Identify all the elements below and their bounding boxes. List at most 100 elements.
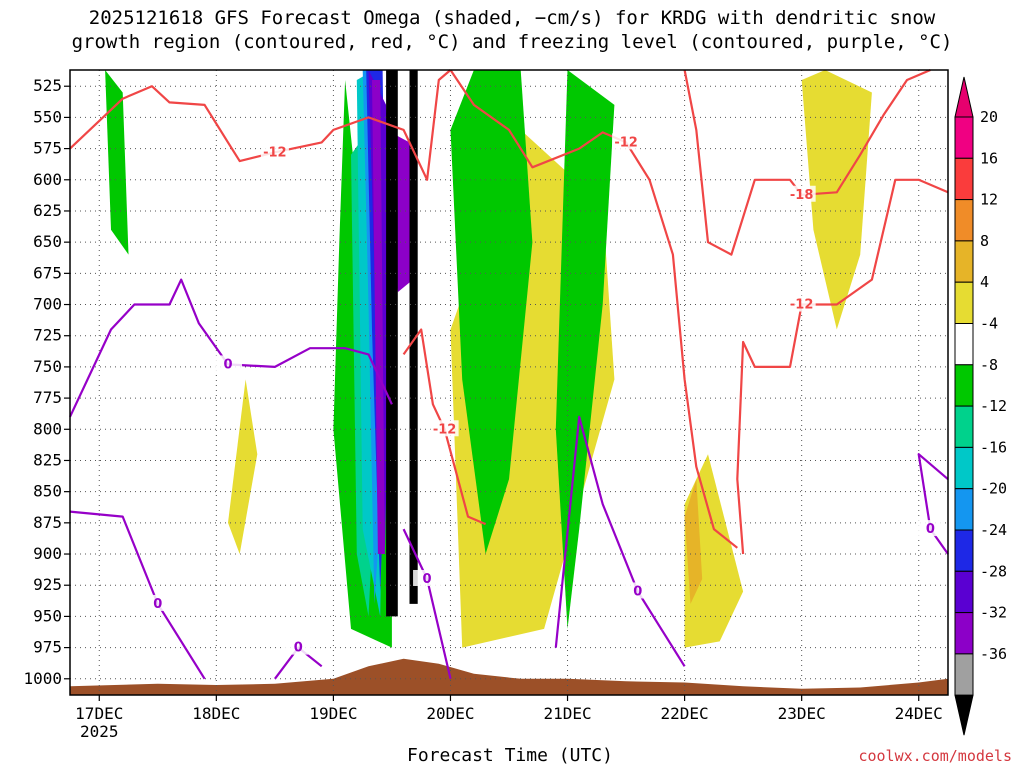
freezing-contour-label-4: 0: [633, 584, 642, 599]
colorbar-swatch-0: [954, 116, 974, 159]
y-tick-label-925: 925: [33, 575, 62, 594]
contours: -12 -12 -12 -12 -18 0 0 0 0 0 0: [69, 68, 949, 680]
freezing-contour-label-3: 0: [423, 572, 432, 587]
freezing-contour-line-5: [917, 453, 949, 555]
dgz-contour-line-1: [402, 328, 487, 526]
omega-region-15: [386, 70, 398, 617]
colorbar-swatch-7: [954, 405, 974, 448]
colorbar-label-7: -12: [980, 397, 1007, 415]
dgz-contour-label-3: -12: [790, 298, 814, 313]
colorbar-swatch-2: [954, 199, 974, 242]
dgz-contour-label-bg-1: [430, 420, 459, 437]
y-axis: 525 550 575 600 625 650 675 700 725 750 775 800 825 8…: [23, 76, 70, 688]
x-tick-label-22DEC: 22DEC: [661, 704, 709, 723]
y-tick-label-625: 625: [33, 201, 62, 220]
title-line-1: 2025121618 GFS Forecast Omega (shaded, −…: [88, 7, 936, 29]
x-tick-label-17DEC: 17DEC: [75, 704, 123, 723]
colorbar-swatch-12: [954, 612, 974, 655]
colorbar-swatch-10: [954, 529, 974, 572]
y-tick-label-875: 875: [33, 513, 62, 532]
y-tick-label-525: 525: [33, 76, 62, 95]
colorbar-swatch-3: [954, 240, 974, 283]
colorbar-label-9: -20: [980, 480, 1007, 498]
omega-region-0: [228, 379, 258, 554]
y-tick-label-675: 675: [33, 263, 62, 282]
freezing-contour-label-bg-0: [214, 355, 243, 372]
colorbar-swatch-6: [954, 364, 974, 407]
chart-title: 2025121618 GFS Forecast Omega (shaded, −…: [0, 6, 1024, 54]
colorbar-swatch-13: [954, 653, 974, 696]
grid: [70, 70, 948, 695]
dgz-contour-label-0: -12: [263, 145, 287, 160]
y-tick-label-900: 900: [33, 544, 62, 563]
colorbar-swatch-9: [954, 488, 974, 531]
dgz-contour-label-bg-0: [260, 143, 289, 160]
title-line-2: growth region (contoured, red, °C) and f…: [71, 31, 953, 53]
y-tick-label-600: 600: [33, 170, 62, 189]
y-tick-label-800: 800: [33, 419, 62, 438]
freezing-contour-label-bg-3: [413, 569, 442, 586]
x-tick-label-19DEC: 19DEC: [309, 704, 357, 723]
dgz-contour-label-bg-2: [612, 133, 641, 150]
plot-frame: [69, 69, 949, 696]
freezing-contour-label-bg-2: [284, 638, 313, 655]
y-tick-label-975: 975: [33, 638, 62, 657]
freezing-contour-line-0: [69, 278, 393, 418]
site-credit[interactable]: coolwx.com/models: [858, 747, 1012, 765]
freezing-contour-label-2: 0: [294, 641, 303, 656]
y-tick-label-725: 725: [33, 326, 62, 345]
dgz-contour-label-bg-4: [787, 185, 816, 202]
colorbar-swatch-11: [954, 570, 974, 614]
freezing-contour-line-1: [69, 510, 206, 680]
x-axis-label: Forecast Time (UTC): [407, 745, 613, 766]
y-tick-label-775: 775: [33, 388, 62, 407]
y-tick-label-825: 825: [33, 450, 62, 469]
y-tick-label-650: 650: [33, 232, 62, 251]
freezing-contour-label-1: 0: [153, 597, 162, 612]
colorbar-label-5: -4: [980, 315, 998, 333]
colorbar-swatch-5: [954, 323, 974, 366]
x-tick-sublabel-17DEC: 2025: [80, 722, 119, 741]
terrain-polygon: [70, 658, 948, 695]
x-tick-label-20DEC: 20DEC: [426, 704, 474, 723]
omega-region-16: [409, 70, 418, 604]
dgz-contour-label-1: -12: [433, 422, 457, 437]
colorbar-label-1: 16: [980, 149, 998, 167]
colorbar-label-12: -32: [980, 604, 1007, 622]
colorbar-swatch-4: [954, 281, 974, 325]
y-tick-label-850: 850: [33, 482, 62, 501]
omega-region-4: [105, 70, 129, 255]
y-tick-label-950: 950: [33, 606, 62, 625]
omega-region-7: [555, 70, 615, 629]
colorbar-swatch-1: [954, 157, 974, 201]
freezing-contour-label-0: 0: [224, 357, 233, 372]
omega-region-3: [801, 70, 872, 330]
freezing-contour-label-bg-1: [143, 594, 172, 611]
colorbar-under-triangle: [954, 694, 974, 736]
colorbar-swatch-8: [954, 446, 974, 490]
dgz-contour-label-2: -12: [614, 135, 638, 150]
colorbar-label-0: 20: [980, 108, 998, 126]
x-tick-label-24DEC: 24DEC: [895, 704, 943, 723]
y-tick-label-700: 700: [33, 295, 62, 314]
x-tick-label-23DEC: 23DEC: [778, 704, 826, 723]
y-tick-label-550: 550: [33, 107, 62, 126]
omega-shading: [105, 70, 872, 648]
colorbar-label-13: -36: [980, 645, 1007, 663]
terrain-fill: [70, 658, 948, 695]
x-tick-label-21DEC: 21DEC: [543, 704, 591, 723]
colorbar-label-10: -24: [980, 521, 1007, 539]
omega-region-14: [372, 80, 385, 554]
dgz-contour-label-bg-3: [787, 295, 816, 312]
dgz-contour-label-4: -18: [790, 188, 814, 203]
omega-region-2: [684, 454, 744, 648]
freezing-contour-label-5: 0: [926, 522, 935, 537]
colorbar: 20 16 12 8 4 -4 -8 -12 -16 -20 -24 -28 -32 -36: [954, 76, 1007, 736]
colorbar-label-3: 8: [980, 232, 989, 250]
colorbar-label-4: 4: [980, 273, 989, 291]
x-tick-label-18DEC: 18DEC: [192, 704, 240, 723]
freezing-contour-label-bg-4: [623, 582, 652, 599]
colorbar-label-2: 12: [980, 191, 998, 209]
